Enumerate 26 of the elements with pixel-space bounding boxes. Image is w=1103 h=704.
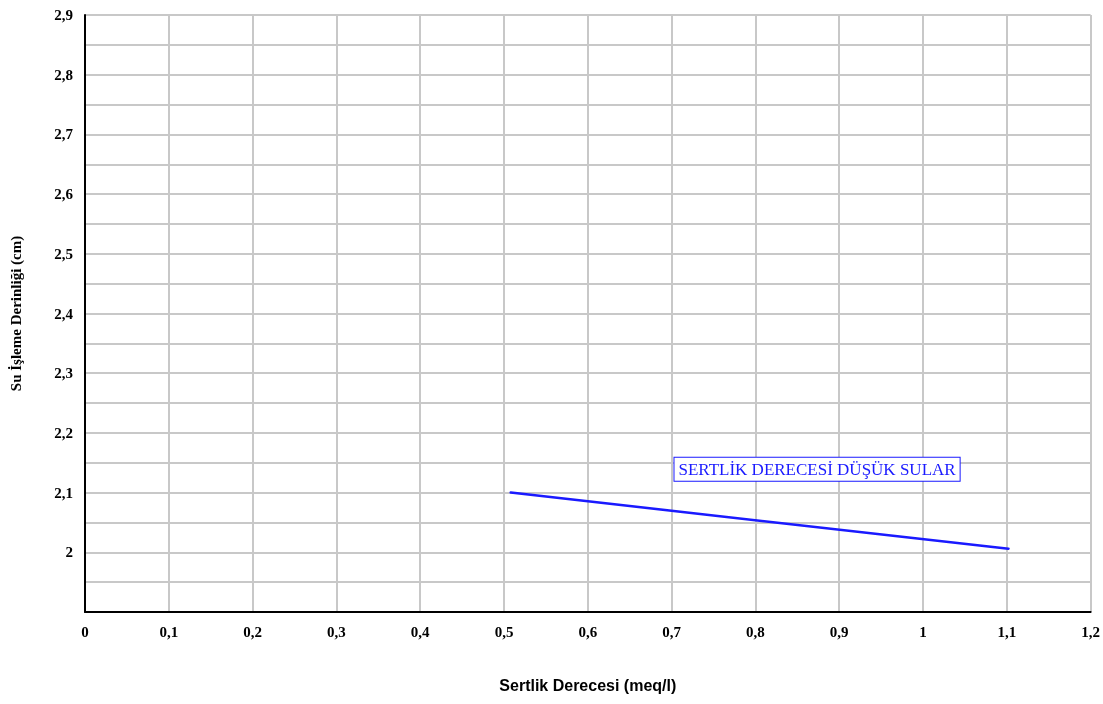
y-tick-label: 2,4 [54, 305, 74, 322]
x-axis-title: Sertlik Derecesi (meq/l) [499, 676, 677, 694]
y-tick-label: 2,5 [54, 245, 73, 262]
x-tick-label: 0,2 [243, 623, 262, 640]
x-tick-label: 1,1 [997, 623, 1017, 640]
x-tick-label: 1,2 [1081, 623, 1100, 640]
x-tick-label: 0 [81, 623, 89, 640]
x-tick-label: 0,7 [662, 623, 682, 640]
x-tick-label: 0,8 [746, 623, 765, 640]
x-tick-label: 1 [919, 623, 927, 640]
x-tick-label: 0,5 [494, 623, 514, 640]
x-tick-label: 0,6 [578, 623, 598, 640]
x-tick-label: 0,1 [159, 623, 179, 640]
y-tick-label: 2,9 [54, 7, 73, 23]
y-tick-label: 2,3 [54, 365, 73, 382]
y-tick-label: 2,8 [54, 66, 73, 83]
y-tick-label: 2,2 [54, 424, 73, 441]
y-tick-label: 2,1 [54, 484, 73, 501]
x-tick-label: 0,4 [410, 623, 431, 640]
x-tick-label: 0,3 [327, 623, 346, 640]
series-label: SERTLİK DERECESİ DÜŞÜK SULAR [678, 459, 957, 479]
y-axis-title: Su İşleme Derinliği (cm) [7, 235, 25, 392]
y-tick-label: 2,6 [54, 186, 74, 203]
y-tick-label: 2,7 [54, 126, 74, 143]
y-tick-label: 2 [65, 544, 73, 561]
x-tick-label: 0,9 [829, 623, 849, 640]
